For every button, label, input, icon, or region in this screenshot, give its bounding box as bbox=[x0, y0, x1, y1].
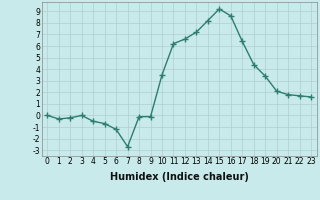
X-axis label: Humidex (Indice chaleur): Humidex (Indice chaleur) bbox=[110, 172, 249, 182]
